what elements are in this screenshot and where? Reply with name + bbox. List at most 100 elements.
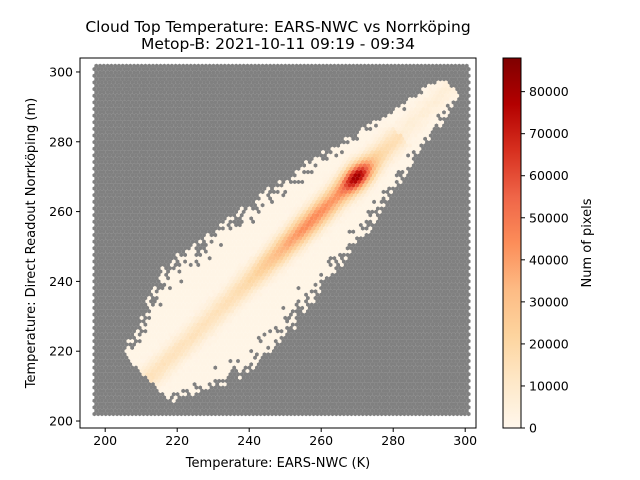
hexbin-cell: [205, 398, 210, 404]
hexbin-cell: [423, 401, 428, 407]
hexbin-cell: [143, 395, 148, 400]
hexbin-cell: [177, 408, 182, 413]
hexbin-cell: [118, 405, 123, 410]
hexbin-cell: [434, 381, 439, 387]
hexbin-cell: [177, 395, 182, 400]
hexbin-cell: [239, 391, 244, 397]
hexbin-cell: [309, 408, 314, 413]
hexbin-cell: [117, 401, 121, 407]
hexbin-cell: [103, 405, 108, 410]
hexbin-cell: [166, 401, 171, 407]
hexbin-cell: [347, 401, 352, 407]
hexbin-cell: [374, 408, 378, 413]
hexbin-cell: [438, 401, 443, 407]
hexbin-cell: [283, 395, 288, 400]
hexbin-cell: [300, 405, 305, 410]
hexbin-cell: [273, 411, 278, 417]
hexbin-cell: [364, 391, 369, 397]
hexbin-cell: [383, 411, 388, 417]
hexbin-cell: [202, 391, 206, 397]
hexbin-cell: [432, 405, 437, 410]
hexbin-cell: [107, 378, 112, 384]
hexbin-cell: [115, 385, 120, 390]
hexbin-cell: [287, 401, 291, 407]
hexbin-cell: [203, 381, 208, 387]
hexbin-cell: [272, 401, 276, 407]
hexbin-cell: [385, 395, 390, 400]
hexbin-cell: [211, 388, 216, 394]
hexbin-cell: [400, 408, 405, 413]
hexbin-cell: [391, 385, 395, 390]
hexbin-cell: [166, 381, 171, 387]
hexbin-cell: [139, 408, 144, 413]
hexbin-cell: [336, 381, 341, 387]
hexbin-cell: [247, 411, 252, 417]
hexbin-cell: [368, 405, 373, 410]
hexbin-cell: [372, 411, 377, 417]
hexbin-cell: [154, 381, 159, 387]
hexbin-cell: [415, 395, 420, 400]
hexbin-cell: [357, 385, 361, 390]
hexbin-cell: [289, 398, 293, 404]
hexbin-cell: [168, 405, 172, 410]
hexbin-cell: [364, 398, 369, 404]
hexbin-cell: [175, 378, 180, 384]
hexbin-cell: [255, 391, 259, 397]
hexbin-cell: [222, 408, 227, 413]
hexbin-cell: [124, 401, 129, 407]
hexbin-cell: [149, 398, 154, 404]
hexbin-cell: [402, 405, 407, 410]
hexbin-cell: [145, 411, 150, 417]
hexbin-cell: [103, 385, 108, 390]
hexbin-cell: [145, 391, 150, 397]
hexbin-cell: [126, 391, 131, 397]
hexbin-cell: [275, 388, 280, 394]
hexbin-cell: [228, 378, 233, 384]
hexbin-cell: [186, 405, 191, 410]
hexbin-cell: [408, 381, 412, 387]
hexbin-cell: [251, 378, 256, 384]
hexbin-cell: [394, 405, 399, 410]
hexbin-cell: [411, 381, 416, 387]
hexbin-cell: [330, 405, 335, 410]
hexbin-cell: [428, 385, 433, 390]
hexbin-cell: [160, 398, 165, 404]
hexbin-cell: [423, 381, 428, 387]
hexbin-cell: [462, 385, 467, 390]
hexbin-cell: [332, 395, 337, 400]
hexbin-cell: [109, 395, 114, 400]
hexbin-cell: [387, 398, 392, 404]
hexbin-cell: [241, 395, 246, 400]
hexbin-cell: [103, 411, 108, 417]
hexbin-cell: [338, 411, 343, 417]
hexbin-cell: [188, 388, 193, 394]
hexbin-cell: [185, 408, 189, 413]
hexbin-cell: [307, 398, 312, 404]
hexbin-cell: [362, 395, 367, 400]
hexbin-cell: [411, 388, 416, 394]
hexbin-cell: [209, 385, 214, 390]
hexbin-cell: [160, 405, 165, 410]
hexbin-cell: [232, 398, 237, 404]
hexbin-cell: [326, 385, 331, 390]
hexbin-cell: [200, 401, 205, 407]
hexbin-cell: [130, 405, 135, 410]
hexbin-cell: [392, 381, 397, 387]
hexbin-cell: [345, 405, 350, 410]
hexbin-cell: [118, 385, 123, 390]
hexbin-cell: [459, 398, 463, 404]
hexbin-layer: [92, 63, 471, 417]
hexbin-cell: [171, 405, 176, 410]
hexbin-cell: [366, 401, 371, 407]
hexbin-cell: [255, 411, 259, 417]
hexbin-cell: [236, 398, 240, 404]
hexbin-cell: [281, 411, 286, 417]
hexbin-cell: [304, 405, 309, 410]
hexbin-cell: [323, 398, 327, 404]
hexbin-cell: [179, 398, 184, 404]
hexbin-cell: [457, 401, 462, 407]
hexbin-cell: [253, 388, 257, 394]
hexbin-cell: [253, 395, 257, 400]
hexbin-cell: [417, 398, 422, 404]
hexbin-cell: [139, 381, 144, 387]
